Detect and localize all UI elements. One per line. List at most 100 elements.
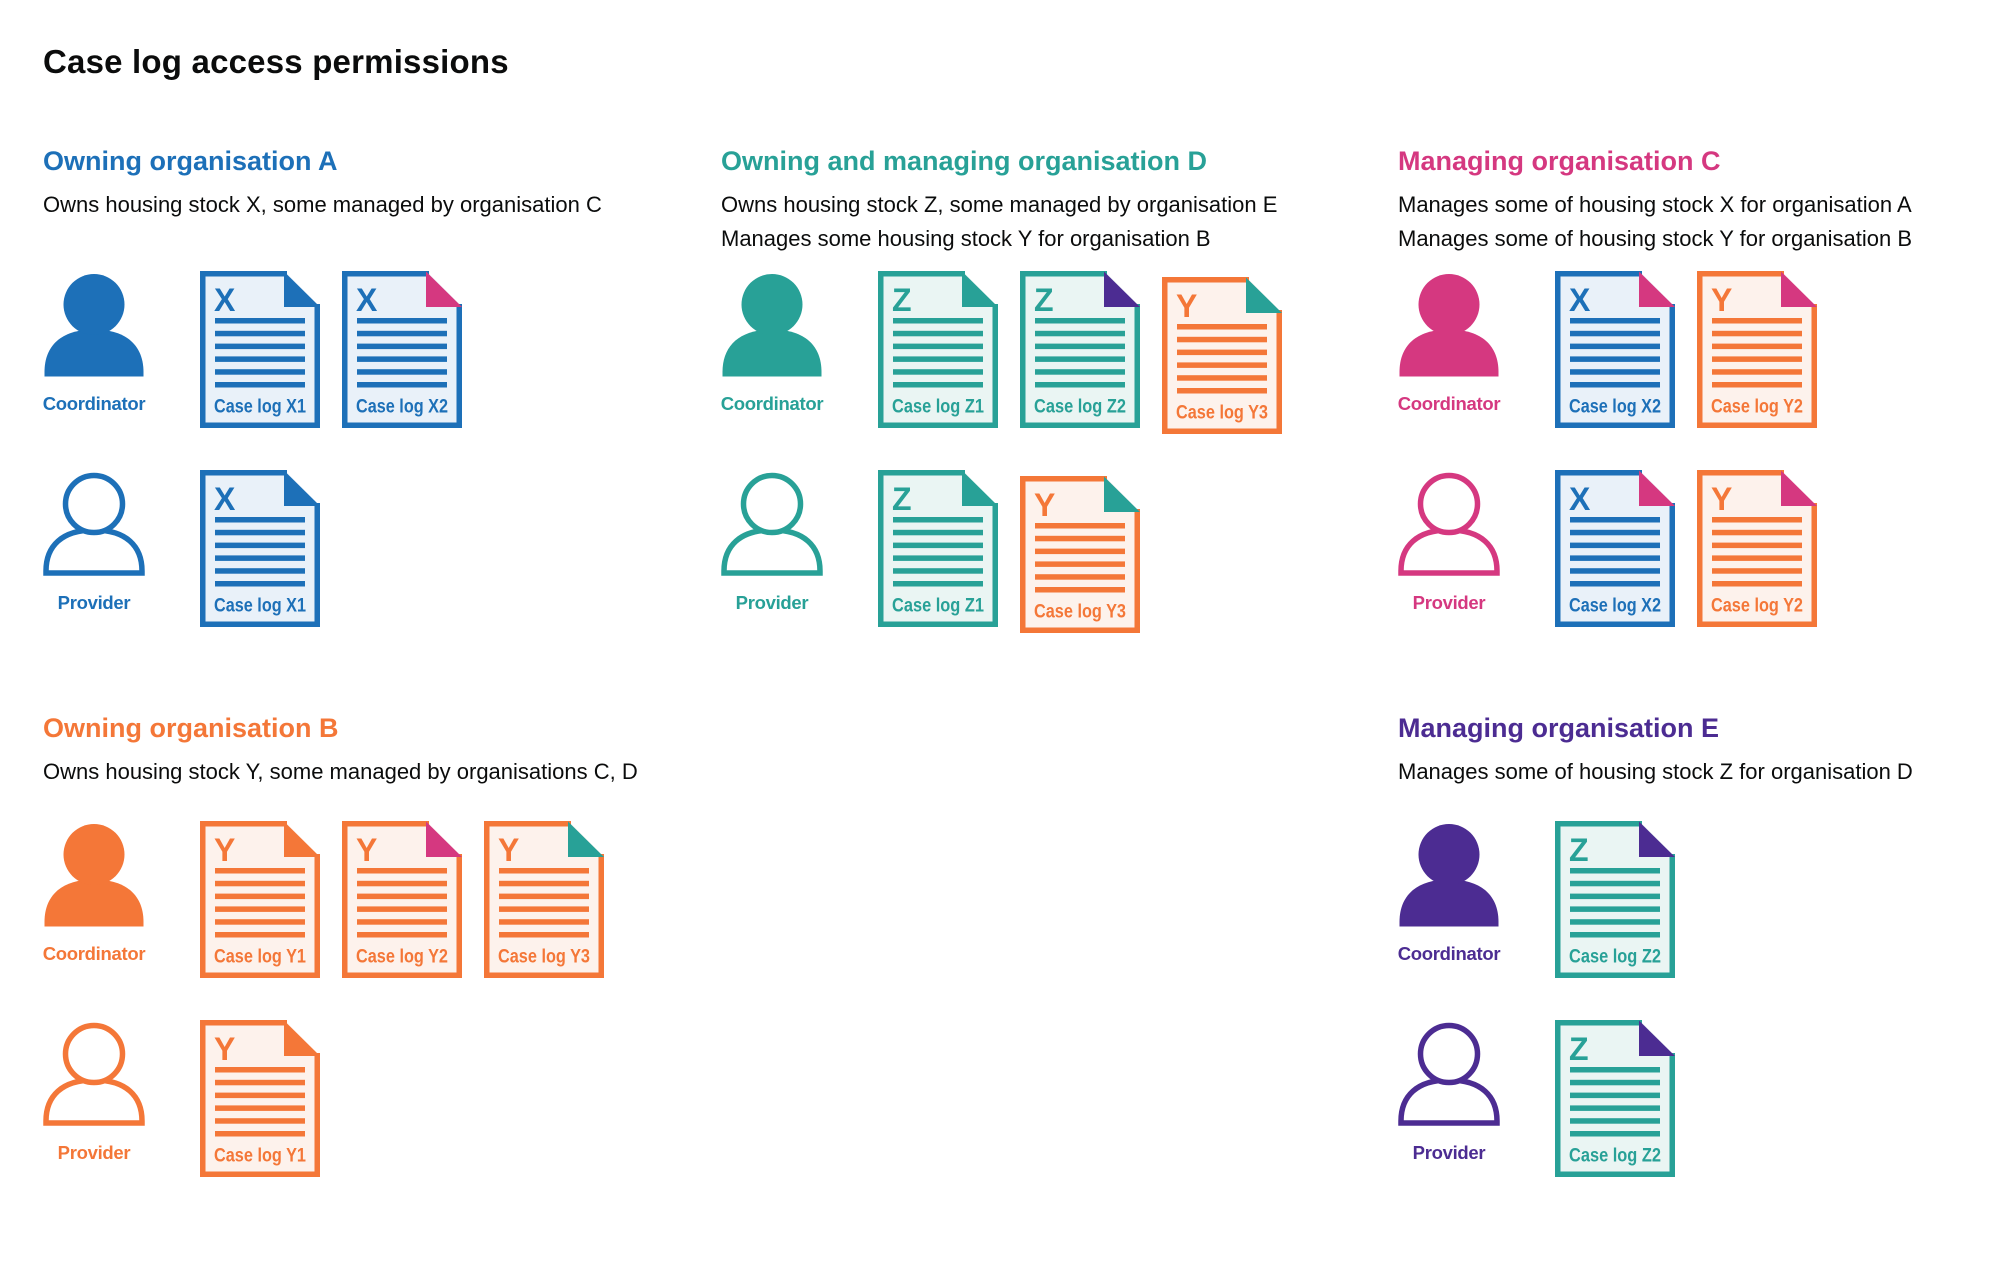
case-log-doc-case-log-x2: X Case log X2	[1555, 271, 1675, 428]
doc-text-line	[1177, 362, 1267, 368]
doc-text-line	[1035, 574, 1125, 580]
doc-text-line	[1177, 349, 1267, 356]
case-log-doc-case-log-z2: Z Case log Z2	[1555, 1020, 1675, 1177]
provider-icon	[43, 1022, 145, 1126]
section-heading: Owning organisation B	[43, 713, 339, 743]
section-heading: Owning organisation A	[43, 146, 338, 176]
doc-text-line	[215, 893, 305, 900]
section-description: Manages some of housing stock X for orga…	[1398, 188, 1912, 256]
doc-text-line	[1570, 382, 1660, 388]
case-log-doc-case-log-y1: Y Case log Y1	[200, 1020, 320, 1177]
coordinator-icon	[44, 824, 144, 927]
doc-text-line	[1177, 336, 1267, 343]
doc-text-line	[1570, 1092, 1660, 1099]
person-wrap	[1398, 273, 1500, 377]
doc-text-line	[1712, 356, 1802, 362]
doc-text-line	[893, 382, 983, 388]
section-org-d: Owning and managing organisation D Owns …	[721, 146, 1397, 642]
folded-corner-icon	[962, 271, 998, 307]
person-head	[1417, 472, 1481, 536]
person-head	[62, 1022, 126, 1086]
section-description-line: Owns housing stock X, some managed by or…	[43, 192, 602, 217]
doc-text-line	[1712, 517, 1802, 523]
doc-text-line	[1712, 382, 1802, 388]
person-head	[741, 274, 803, 335]
doc-text-line	[215, 1079, 305, 1086]
case-log-doc-case-log-z2: Z Case log Z2	[1020, 271, 1140, 428]
doc-text-line	[357, 932, 447, 938]
person-body	[1398, 1077, 1500, 1126]
doc-label: Case log Y1	[214, 946, 306, 968]
section-description-line: Manages some of housing stock X for orga…	[1398, 192, 1912, 217]
case-log-doc-case-log-x2: X Case log X2	[342, 271, 462, 428]
role-label: Coordinator	[1397, 393, 1501, 414]
doc-text-line	[1712, 330, 1802, 337]
doc-text-lines	[1035, 318, 1125, 388]
coordinator-row: Coordinator Z Case log Z1 Z Case log Z2	[721, 271, 1397, 443]
person-body	[722, 329, 822, 377]
doc-text-line	[357, 893, 447, 900]
folded-corner-icon	[962, 470, 998, 506]
doc-text-line	[1035, 561, 1125, 567]
doc-text-line	[1035, 535, 1125, 542]
provider-icon	[721, 472, 823, 576]
doc-text-line	[1712, 343, 1802, 350]
doc-label: Case log Y3	[498, 946, 590, 968]
person-head	[1417, 1022, 1481, 1086]
doc-stock-letter: Y	[1176, 288, 1197, 324]
coordinator-icon	[1399, 274, 1499, 377]
role-label: Provider	[1412, 592, 1486, 613]
doc-label: Case log Y3	[1176, 402, 1268, 424]
doc-text-line	[1570, 1079, 1660, 1086]
doc-text-line	[893, 343, 983, 350]
role-label: Provider	[57, 592, 131, 613]
folded-corner-icon	[284, 470, 320, 506]
case-log-doc-case-log-z2: Z Case log Z2	[1555, 821, 1675, 978]
section-description: Owns housing stock X, some managed by or…	[43, 188, 602, 222]
doc-label: Case log X1	[214, 595, 306, 617]
person-body	[43, 1077, 145, 1126]
folded-corner-icon	[1104, 271, 1140, 307]
person-wrap	[721, 472, 823, 576]
doc-text-line	[215, 517, 305, 523]
doc-text-lines	[893, 517, 983, 587]
doc-label: Case log X2	[1569, 396, 1661, 418]
provider-icon	[1398, 1022, 1500, 1126]
coordinator-row: Coordinator X Case log X2 Y Case log Y2	[1398, 271, 2000, 443]
person-wrap	[43, 273, 145, 377]
case-log-doc-case-log-z1: Z Case log Z1	[878, 271, 998, 428]
doc-text-line	[215, 330, 305, 337]
case-log-doc-case-log-x1: X Case log X1	[200, 470, 320, 627]
doc-text-line	[215, 1067, 305, 1073]
person-body	[1398, 527, 1500, 576]
doc-text-lines	[1177, 324, 1267, 394]
doc-text-line	[499, 893, 589, 900]
doc-text-line	[357, 330, 447, 337]
case-log-doc-case-log-y3: Y Case log Y3	[1162, 277, 1282, 434]
person-body	[1399, 879, 1499, 927]
role-label: Provider	[735, 592, 809, 613]
person-wrap	[1398, 472, 1500, 576]
section-description-line: Manages some of housing stock Z for orga…	[1398, 759, 1913, 784]
doc-label: Case log X2	[1569, 595, 1661, 617]
doc-text-line	[1570, 343, 1660, 350]
doc-text-line	[1570, 581, 1660, 587]
folded-corner-icon	[1639, 470, 1675, 506]
doc-text-line	[1570, 1067, 1660, 1073]
folded-corner-icon	[1639, 1020, 1675, 1056]
doc-label: Case log Y2	[1711, 595, 1803, 617]
doc-text-line	[215, 932, 305, 938]
role-label: Provider	[57, 1142, 131, 1163]
doc-stock-letter: Y	[214, 1031, 235, 1067]
doc-text-line	[357, 369, 447, 375]
doc-text-lines	[357, 318, 447, 388]
coordinator-icon	[1399, 824, 1499, 927]
case-log-doc-case-log-y2: Y Case log Y2	[342, 821, 462, 978]
doc-label: Case log X2	[356, 396, 448, 418]
doc-stock-letter: Y	[1711, 282, 1732, 318]
doc-stock-letter: X	[214, 282, 236, 318]
doc-text-line	[1570, 529, 1660, 536]
doc-label: Case log Z1	[892, 595, 984, 617]
section-description-line: Manages some of housing stock Y for orga…	[1398, 226, 1913, 251]
doc-label: Case log X1	[214, 396, 306, 418]
